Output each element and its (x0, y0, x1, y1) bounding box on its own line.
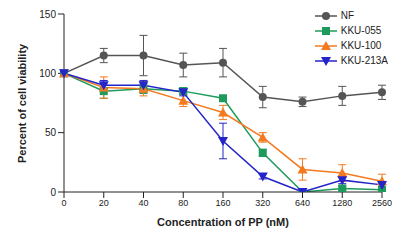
svg-text:40: 40 (138, 198, 148, 208)
svg-text:640: 640 (295, 198, 310, 208)
svg-text:80: 80 (178, 198, 188, 208)
svg-text:1280: 1280 (332, 198, 352, 208)
svg-text:160: 160 (215, 198, 230, 208)
svg-text:50: 50 (45, 127, 57, 138)
html-text:KKU-055: KKU-055 (340, 25, 382, 36)
svg-text:Concentration of PP (nM): Concentration of PP (nM) (157, 216, 289, 228)
svg-text:2560: 2560 (372, 198, 392, 208)
svg-text:20: 20 (99, 198, 109, 208)
html-text:NF: NF (340, 10, 355, 21)
svg-text:0: 0 (50, 187, 56, 198)
html-text:KKU-213A: KKU-213A (340, 55, 388, 66)
svg-text:100: 100 (39, 68, 56, 79)
svg-text:320: 320 (255, 198, 270, 208)
svg-text:0: 0 (61, 198, 66, 208)
html-text:KKU-100: KKU-100 (340, 40, 382, 51)
svg-text:150: 150 (39, 9, 56, 20)
svg-text:Percent of cell viability: Percent of cell viability (16, 43, 28, 163)
